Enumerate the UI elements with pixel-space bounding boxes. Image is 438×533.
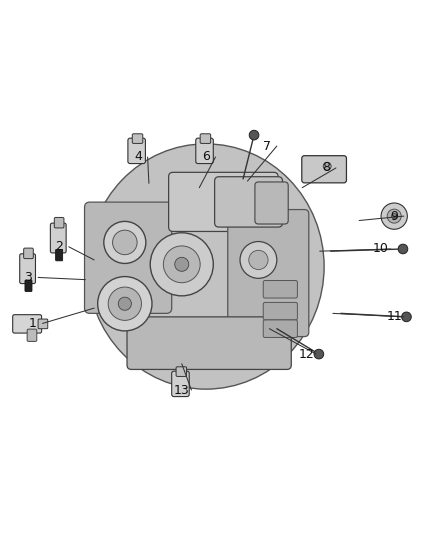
FancyBboxPatch shape <box>128 138 145 164</box>
FancyBboxPatch shape <box>176 367 187 376</box>
Text: 1: 1 <box>29 317 37 330</box>
FancyBboxPatch shape <box>56 249 63 261</box>
Text: 6: 6 <box>202 150 210 164</box>
FancyBboxPatch shape <box>263 280 297 298</box>
Circle shape <box>323 162 331 170</box>
Circle shape <box>398 244 408 254</box>
Circle shape <box>381 203 407 229</box>
Text: 7: 7 <box>263 140 271 152</box>
FancyBboxPatch shape <box>38 319 48 329</box>
FancyBboxPatch shape <box>172 371 189 397</box>
FancyBboxPatch shape <box>200 134 211 143</box>
FancyBboxPatch shape <box>263 320 297 337</box>
Text: 3: 3 <box>25 271 32 284</box>
Ellipse shape <box>88 144 324 389</box>
FancyBboxPatch shape <box>215 177 283 227</box>
Circle shape <box>402 312 411 322</box>
FancyBboxPatch shape <box>85 202 172 313</box>
FancyBboxPatch shape <box>228 209 309 336</box>
Circle shape <box>108 287 141 320</box>
FancyBboxPatch shape <box>263 302 297 320</box>
FancyBboxPatch shape <box>13 314 42 333</box>
Text: 10: 10 <box>373 243 389 255</box>
Text: 9: 9 <box>390 209 398 223</box>
Circle shape <box>249 130 259 140</box>
FancyBboxPatch shape <box>24 248 33 259</box>
Circle shape <box>113 230 137 255</box>
FancyBboxPatch shape <box>20 254 35 284</box>
FancyBboxPatch shape <box>169 172 278 231</box>
FancyBboxPatch shape <box>54 217 64 228</box>
FancyBboxPatch shape <box>50 223 66 253</box>
Circle shape <box>175 257 189 271</box>
FancyBboxPatch shape <box>196 138 213 164</box>
Circle shape <box>104 221 146 263</box>
FancyBboxPatch shape <box>25 280 32 292</box>
FancyBboxPatch shape <box>132 134 143 143</box>
FancyBboxPatch shape <box>127 317 291 369</box>
Text: 12: 12 <box>299 348 314 361</box>
Circle shape <box>150 233 213 296</box>
Circle shape <box>392 214 397 219</box>
FancyBboxPatch shape <box>255 182 288 224</box>
Circle shape <box>249 251 268 270</box>
Text: 13: 13 <box>174 384 190 397</box>
Circle shape <box>163 246 200 282</box>
FancyBboxPatch shape <box>302 156 346 183</box>
Text: 11: 11 <box>386 310 402 324</box>
Text: 4: 4 <box>134 150 142 164</box>
Circle shape <box>387 209 401 223</box>
Text: 8: 8 <box>322 161 330 174</box>
FancyBboxPatch shape <box>27 329 37 342</box>
Circle shape <box>240 241 277 278</box>
Text: 2: 2 <box>55 240 63 253</box>
Circle shape <box>314 349 324 359</box>
Circle shape <box>118 297 131 310</box>
Circle shape <box>98 277 152 331</box>
